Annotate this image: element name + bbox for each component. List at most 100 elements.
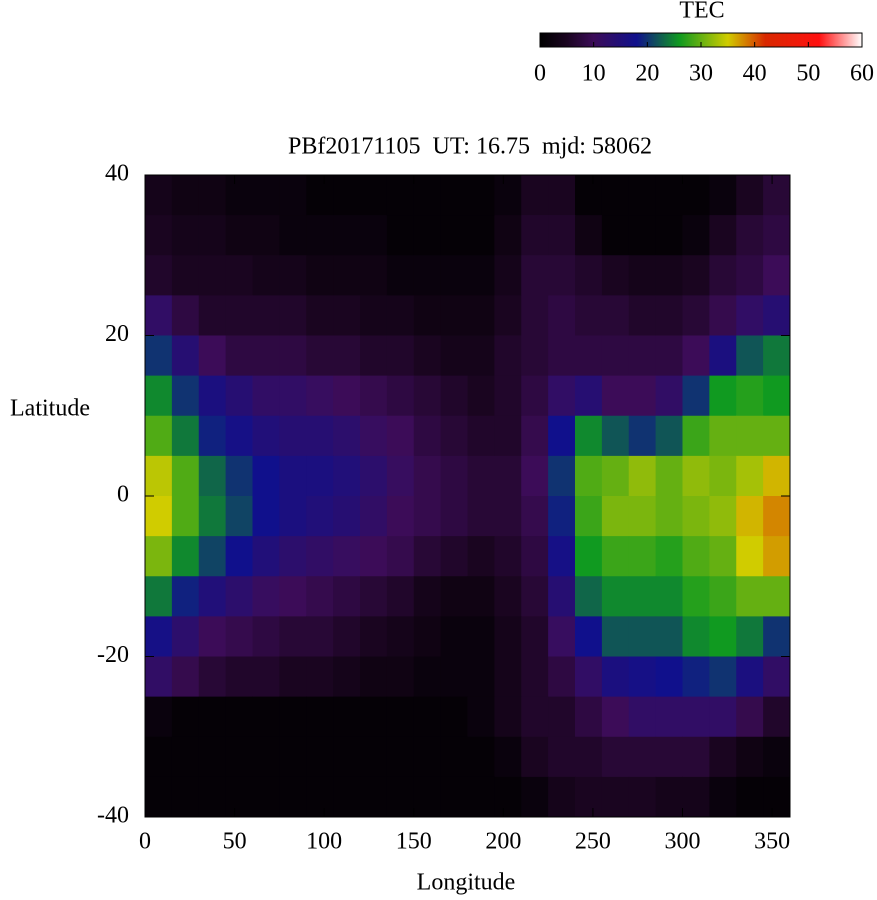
heatmap-cell	[252, 496, 280, 537]
heatmap-cell	[225, 576, 253, 617]
heatmap-cell	[628, 455, 657, 497]
x-tick-label: 0	[139, 829, 151, 855]
heatmap-cell	[763, 255, 791, 296]
heatmap-cell	[252, 536, 280, 577]
heatmap-cell	[145, 496, 173, 537]
heatmap-cell	[736, 255, 764, 296]
heatmap-cell	[575, 736, 603, 778]
heatmap-cell	[333, 736, 361, 778]
heatmap-cell	[225, 415, 253, 457]
heatmap-cell	[763, 616, 791, 657]
heatmap-cell	[763, 375, 791, 417]
heatmap-cell	[682, 496, 710, 537]
heatmap-cell	[548, 616, 576, 657]
heatmap-cell	[763, 696, 791, 738]
heatmap-cell	[413, 295, 442, 336]
heatmap-cell	[279, 175, 307, 216]
heatmap-cell	[494, 496, 522, 537]
heatmap-cell	[360, 576, 388, 617]
heatmap-cell	[279, 335, 307, 377]
y-tick-label: -40	[97, 803, 129, 829]
heatmap-cell	[709, 175, 737, 216]
heatmap-cell	[198, 696, 227, 738]
x-axis-label: Longitude	[417, 870, 516, 896]
heatmap-cell	[763, 536, 791, 577]
heatmap-cell	[198, 375, 227, 417]
heatmap-cell	[440, 455, 468, 497]
heatmap-cell	[763, 776, 791, 818]
heatmap-cell	[548, 175, 576, 216]
heatmap-cell	[171, 536, 200, 577]
heatmap-cell	[628, 415, 657, 457]
heatmap-cell	[145, 536, 173, 577]
heatmap-cell	[198, 536, 227, 577]
heatmap-cell	[467, 335, 495, 377]
heatmap-cell	[145, 415, 173, 457]
heatmap-cell	[440, 736, 468, 778]
heatmap-cell	[655, 335, 683, 377]
heatmap-cell	[413, 335, 442, 377]
heatmap-cell	[413, 736, 442, 778]
heatmap-cell	[467, 776, 495, 818]
heatmap-cell	[548, 696, 576, 738]
heatmap-cell	[145, 215, 173, 256]
heatmap-cell	[682, 776, 710, 818]
heatmap-cell	[548, 496, 576, 537]
heatmap-cell	[413, 536, 442, 577]
heatmap-cell	[682, 415, 710, 457]
heatmap-cell	[171, 455, 200, 497]
heatmap-cell	[171, 215, 200, 256]
x-tick-label: 200	[485, 829, 521, 855]
heatmap-cell	[736, 375, 764, 417]
heatmap-cell	[601, 295, 630, 336]
heatmap-cell	[736, 295, 764, 336]
heatmap-cell	[279, 776, 307, 818]
heatmap-cell	[279, 375, 307, 417]
heatmap-cell	[171, 375, 200, 417]
heatmap-cell	[386, 335, 415, 377]
heatmap-cell	[252, 736, 280, 778]
heatmap-cell	[413, 415, 442, 457]
heatmap-cell	[252, 455, 280, 497]
heatmap-cell	[682, 335, 710, 377]
heatmap-cell	[709, 215, 737, 256]
heatmap-cell	[521, 415, 549, 457]
heatmap-cell	[440, 616, 468, 657]
heatmap-cell	[440, 576, 468, 617]
colorbar-tick-label: 20	[635, 61, 659, 87]
heatmap-cell	[171, 776, 200, 818]
heatmap-cell	[575, 215, 603, 256]
heatmap-cell	[628, 696, 657, 738]
heatmap-cell	[440, 215, 468, 256]
heatmap-cell	[467, 696, 495, 738]
heatmap-cell	[763, 455, 791, 497]
heatmap-cell	[145, 656, 173, 698]
heatmap-cell	[145, 736, 173, 778]
heatmap-cell	[333, 656, 361, 698]
heatmap-cell	[171, 736, 200, 778]
heatmap-cell	[252, 616, 280, 657]
heatmap-cell	[413, 455, 442, 497]
heatmap-cell	[521, 455, 549, 497]
heatmap-cell	[655, 455, 683, 497]
heatmap-cell	[171, 576, 200, 617]
heatmap-cell	[306, 215, 334, 256]
heatmap-cell	[413, 496, 442, 537]
heatmap-cell	[413, 215, 442, 256]
heatmap-cell	[413, 175, 442, 216]
heatmap-cell	[575, 776, 603, 818]
heatmap-cell	[521, 616, 549, 657]
heatmap-cell	[225, 736, 253, 778]
heatmap-cell	[279, 496, 307, 537]
heatmap-cell	[521, 295, 549, 336]
heatmap-cell	[467, 215, 495, 256]
heatmap-cell	[171, 616, 200, 657]
heatmap-cell	[386, 496, 415, 537]
heatmap-cell	[655, 415, 683, 457]
heatmap-cell	[360, 536, 388, 577]
heatmap-cell	[494, 175, 522, 216]
heatmap-cell	[360, 455, 388, 497]
heatmap-cell	[306, 335, 334, 377]
heatmap-cell	[736, 335, 764, 377]
heatmap-cell	[682, 455, 710, 497]
